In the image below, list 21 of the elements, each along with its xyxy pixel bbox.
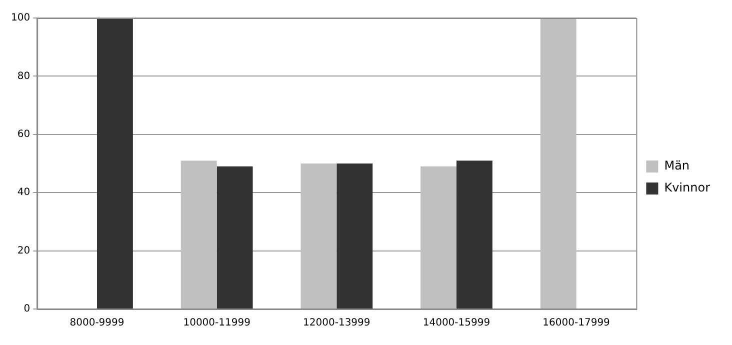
bar xyxy=(216,166,253,308)
x-tick-label: 12000-13999 xyxy=(303,318,370,329)
y-tick-label: 60 xyxy=(17,128,30,140)
bar xyxy=(300,164,337,308)
bar xyxy=(336,164,373,308)
bar xyxy=(97,18,133,308)
x-tick-label: 14000-15999 xyxy=(422,318,490,329)
y-tick-label: 20 xyxy=(17,245,30,256)
bar xyxy=(456,160,492,308)
x-tick-label: 10000-11999 xyxy=(183,318,250,329)
y-tick-label: 100 xyxy=(10,12,30,24)
legend-label: Män xyxy=(664,158,690,173)
legend-label: Kvinnor xyxy=(664,180,710,195)
x-tick-label: 8000-9999 xyxy=(70,318,124,329)
y-tick-label: 40 xyxy=(17,187,30,198)
x-tick-label: 16000-17999 xyxy=(542,318,610,329)
bar xyxy=(180,160,217,308)
y-tick-label: 80 xyxy=(17,70,30,82)
bar xyxy=(420,166,456,308)
y-tick-label: 0 xyxy=(24,304,30,315)
bar xyxy=(540,18,576,308)
